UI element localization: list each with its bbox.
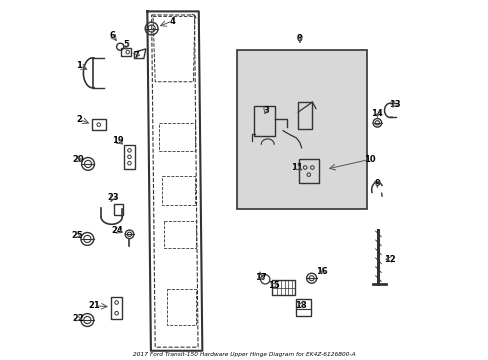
Text: 4: 4 [169, 17, 175, 26]
Text: 2017 Ford Transit-150 Hardware Upper Hinge Diagram for EK4Z-6126800-A: 2017 Ford Transit-150 Hardware Upper Hin… [133, 352, 355, 357]
Bar [298, 159, 318, 183]
Text: 2: 2 [76, 115, 82, 124]
Bar [296, 298, 311, 316]
Text: 19: 19 [112, 136, 123, 145]
Text: 24: 24 [112, 226, 123, 235]
Bar [92, 119, 105, 130]
Text: 8: 8 [296, 35, 302, 44]
Text: 20: 20 [72, 155, 84, 164]
Text: 21: 21 [88, 301, 100, 310]
Text: 12: 12 [384, 255, 395, 264]
Bar [298, 102, 312, 129]
Text: 3: 3 [263, 106, 268, 115]
Bar [123, 145, 135, 169]
Text: 22: 22 [72, 314, 84, 323]
Bar [121, 48, 131, 57]
Text: 5: 5 [122, 40, 128, 49]
Bar [114, 203, 123, 215]
Text: 23: 23 [107, 193, 119, 202]
Text: 1: 1 [76, 61, 82, 70]
Text: 17: 17 [254, 273, 266, 282]
Bar [236, 50, 366, 208]
Text: 14: 14 [371, 109, 383, 118]
Text: 18: 18 [295, 301, 306, 310]
Text: 7: 7 [134, 51, 139, 60]
Bar [272, 280, 294, 295]
Bar [111, 297, 122, 319]
Text: 15: 15 [267, 281, 279, 290]
Bar [253, 106, 274, 136]
Text: 25: 25 [71, 231, 83, 240]
Text: 16: 16 [316, 267, 327, 276]
Text: 9: 9 [374, 179, 380, 188]
Text: 6: 6 [109, 31, 115, 40]
Text: 10: 10 [364, 155, 375, 164]
Text: 11: 11 [291, 163, 303, 172]
Text: 13: 13 [388, 100, 400, 109]
